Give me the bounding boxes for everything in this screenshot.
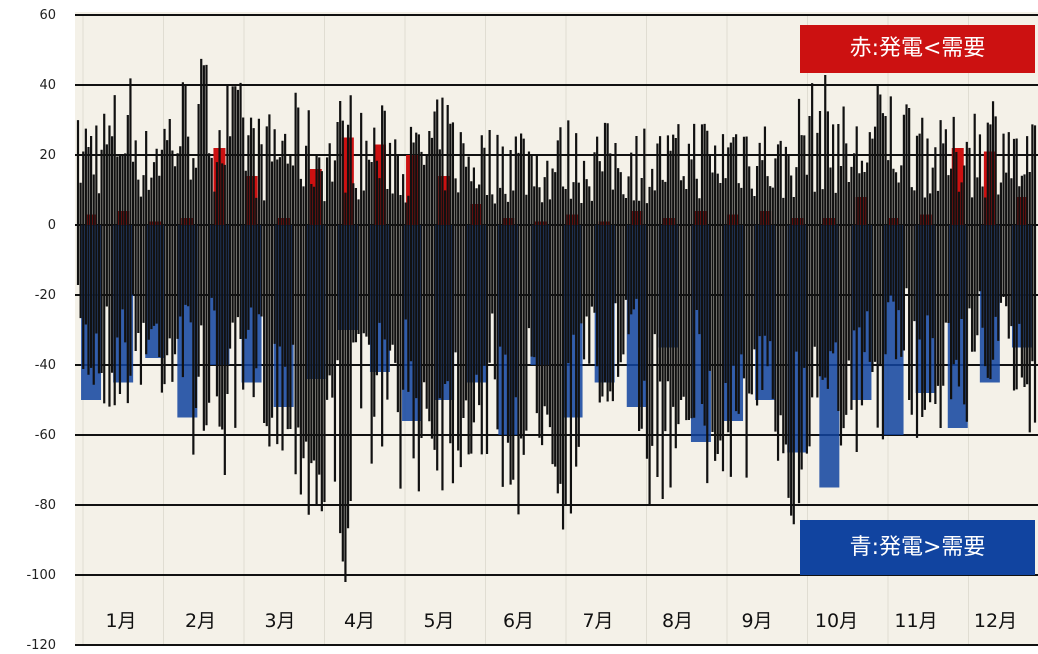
month-label: 4月 [344, 610, 375, 632]
month-label: 2月 [185, 610, 216, 632]
month-label: 7月 [582, 610, 613, 632]
y-tick-label: -60 [35, 428, 56, 443]
y-tick-label: 20 [39, 148, 56, 163]
y-tick-label: -40 [35, 358, 56, 373]
month-label: 8月 [662, 610, 693, 632]
y-tick-label: 60 [39, 8, 56, 23]
y-tick-label: -120 [26, 638, 56, 653]
month-label: 12月 [974, 610, 1017, 632]
month-label: 6月 [503, 610, 534, 632]
y-tick-label: 40 [39, 78, 56, 93]
y-tick-label: 0 [48, 218, 56, 233]
month-label: 1月 [105, 610, 136, 632]
y-tick-labels: 60 40 20 0 -20 -40 -60 -80 -100 -120 [26, 8, 56, 653]
month-label: 11月 [894, 610, 937, 632]
month-label: 9月 [741, 610, 772, 632]
legend-blue-label: 青:発電>需要 [800, 520, 1035, 575]
y-tick-label: -100 [26, 568, 56, 583]
y-tick-label: -80 [35, 498, 56, 513]
legend-red-label: 赤:発電<需要 [800, 25, 1035, 73]
y-tick-label: -20 [35, 288, 56, 303]
month-label: 5月 [423, 610, 454, 632]
month-labels: 1月 2月 3月 4月 5月 6月 7月 8月 9月 10月 11月 12月 [105, 610, 1017, 632]
bars-layer [76, 58, 1037, 582]
month-label: 10月 [815, 610, 858, 632]
month-label: 3月 [264, 610, 295, 632]
